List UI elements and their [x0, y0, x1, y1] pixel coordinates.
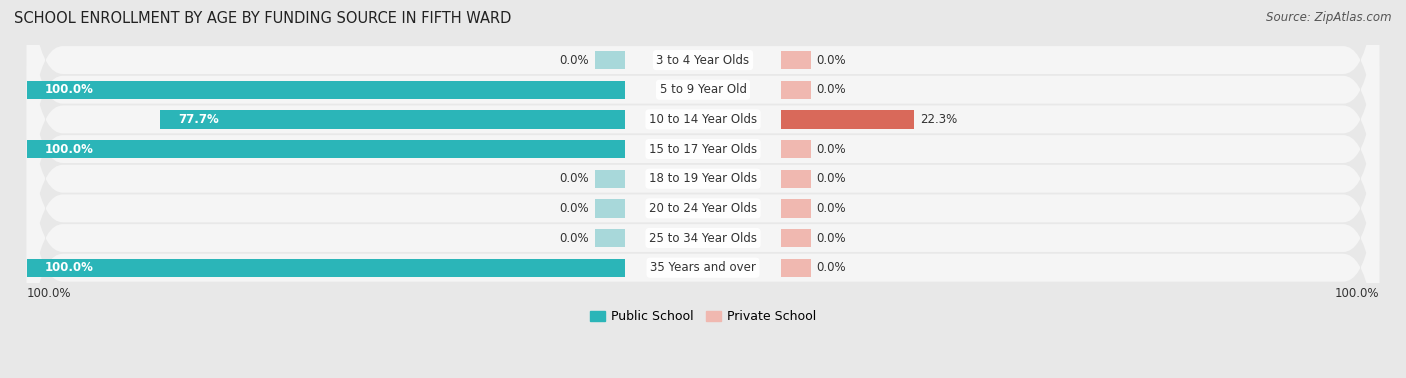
Bar: [27, 81, 626, 99]
Bar: [27, 259, 626, 277]
Bar: [780, 81, 811, 99]
Text: 15 to 17 Year Olds: 15 to 17 Year Olds: [650, 143, 756, 156]
Text: 0.0%: 0.0%: [817, 202, 846, 215]
Text: 0.0%: 0.0%: [817, 83, 846, 96]
FancyBboxPatch shape: [27, 15, 1379, 343]
Text: 0.0%: 0.0%: [560, 202, 589, 215]
Text: 25 to 34 Year Olds: 25 to 34 Year Olds: [650, 232, 756, 245]
Bar: [595, 51, 626, 69]
FancyBboxPatch shape: [27, 74, 1379, 378]
Text: 0.0%: 0.0%: [560, 172, 589, 185]
Text: SCHOOL ENROLLMENT BY AGE BY FUNDING SOURCE IN FIFTH WARD: SCHOOL ENROLLMENT BY AGE BY FUNDING SOUR…: [14, 11, 512, 26]
Text: 35 Years and over: 35 Years and over: [650, 261, 756, 274]
Bar: [780, 199, 811, 218]
Bar: [780, 110, 914, 129]
Text: 100.0%: 100.0%: [45, 261, 94, 274]
Bar: [780, 229, 811, 247]
FancyBboxPatch shape: [27, 44, 1379, 372]
Text: 77.7%: 77.7%: [179, 113, 219, 126]
Text: 22.3%: 22.3%: [920, 113, 957, 126]
Text: 0.0%: 0.0%: [817, 261, 846, 274]
Text: 0.0%: 0.0%: [817, 232, 846, 245]
Text: 100.0%: 100.0%: [45, 143, 94, 156]
Text: 100.0%: 100.0%: [45, 83, 94, 96]
Legend: Public School, Private School: Public School, Private School: [585, 305, 821, 328]
FancyBboxPatch shape: [27, 0, 1379, 254]
Bar: [595, 199, 626, 218]
Bar: [780, 51, 811, 69]
Text: 5 to 9 Year Old: 5 to 9 Year Old: [659, 83, 747, 96]
Text: 3 to 4 Year Olds: 3 to 4 Year Olds: [657, 54, 749, 67]
Text: 0.0%: 0.0%: [560, 54, 589, 67]
Text: 100.0%: 100.0%: [1334, 287, 1379, 300]
Bar: [595, 229, 626, 247]
Bar: [595, 169, 626, 188]
Text: Source: ZipAtlas.com: Source: ZipAtlas.com: [1267, 11, 1392, 24]
FancyBboxPatch shape: [27, 104, 1379, 378]
FancyBboxPatch shape: [27, 0, 1379, 284]
Bar: [27, 140, 626, 158]
FancyBboxPatch shape: [27, 0, 1379, 224]
Text: 0.0%: 0.0%: [817, 54, 846, 67]
FancyBboxPatch shape: [27, 0, 1379, 313]
Text: 100.0%: 100.0%: [27, 287, 72, 300]
Bar: [780, 169, 811, 188]
Text: 10 to 14 Year Olds: 10 to 14 Year Olds: [650, 113, 756, 126]
Bar: [160, 110, 626, 129]
Text: 0.0%: 0.0%: [817, 172, 846, 185]
Text: 18 to 19 Year Olds: 18 to 19 Year Olds: [650, 172, 756, 185]
Bar: [780, 259, 811, 277]
Text: 20 to 24 Year Olds: 20 to 24 Year Olds: [650, 202, 756, 215]
Text: 0.0%: 0.0%: [817, 143, 846, 156]
Text: 0.0%: 0.0%: [560, 232, 589, 245]
Bar: [780, 140, 811, 158]
